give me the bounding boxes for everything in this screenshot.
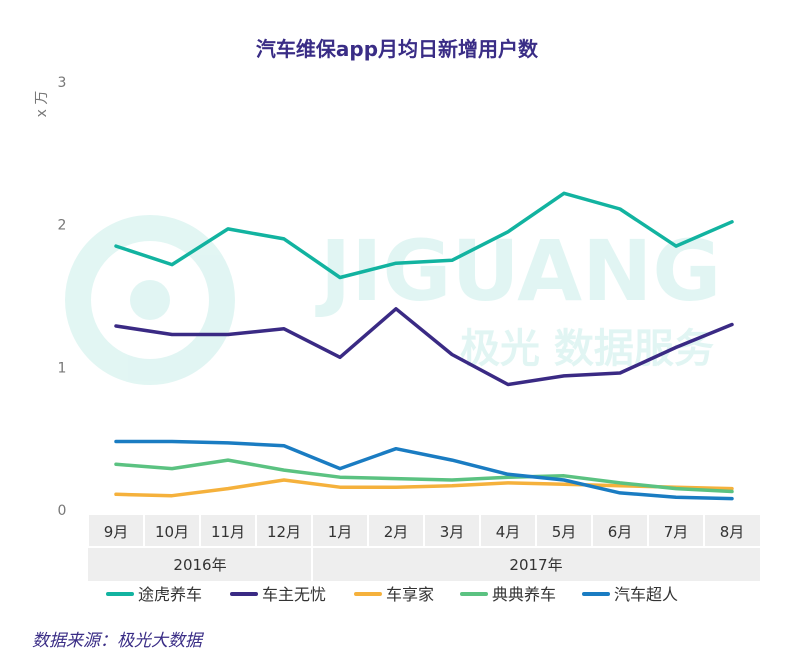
series-line	[114, 191, 734, 280]
x-tick-label: 4月	[496, 523, 521, 541]
x-tick-label: 1月	[328, 523, 353, 541]
legend-label: 汽车超人	[614, 585, 678, 604]
legend-label: 车主无忧	[262, 585, 326, 604]
legend-label: 车享家	[386, 585, 434, 604]
y-tick-label: 1	[58, 360, 67, 376]
series-line	[114, 439, 734, 501]
data-source-note: 数据来源：极光大数据	[32, 631, 202, 651]
watermark-logo-dot	[130, 280, 170, 320]
y-axis-unit: x 万	[34, 91, 50, 118]
y-axis: 0 1 2 3	[58, 75, 67, 519]
plot-area	[114, 191, 734, 501]
chart-title: 汽车维保app月均日新增用户数	[256, 37, 539, 61]
y-tick-label: 3	[58, 75, 67, 91]
year-group-label: 2017年	[509, 556, 562, 574]
legend-label: 典典养车	[492, 585, 556, 604]
watermark-logo-ring	[65, 215, 235, 385]
x-axis: 9月 10月 11月 12月 1月 2月 3月 4月 5月 6月 7月 8月 2016年 2017年	[87, 515, 760, 581]
x-tick-label: 12月	[267, 523, 301, 541]
x-tick-label: 2月	[384, 523, 409, 541]
year-group-label: 2016年	[173, 556, 226, 574]
watermark: JIGUANG 极光 数据服务	[65, 215, 721, 385]
y-tick-label: 0	[58, 503, 67, 519]
x-tick-label: 7月	[664, 523, 689, 541]
y-tick-label: 2	[58, 218, 67, 234]
x-tick-label: 11月	[211, 523, 245, 541]
x-tick-label: 8月	[720, 523, 745, 541]
series-line	[114, 478, 734, 498]
legend-label: 途虎养车	[138, 585, 202, 604]
x-tick-label: 3月	[440, 523, 465, 541]
legend: 途虎养车 车主无忧 车享家 典典养车 汽车超人	[106, 585, 678, 604]
x-tick-label: 6月	[608, 523, 633, 541]
watermark-brand: JIGUANG	[315, 222, 721, 320]
x-tick-label: 5月	[552, 523, 577, 541]
series-line	[114, 458, 734, 494]
series-line	[114, 307, 734, 387]
x-tick-label: 10月	[155, 523, 189, 541]
x-tick-label: 9月	[104, 523, 129, 541]
